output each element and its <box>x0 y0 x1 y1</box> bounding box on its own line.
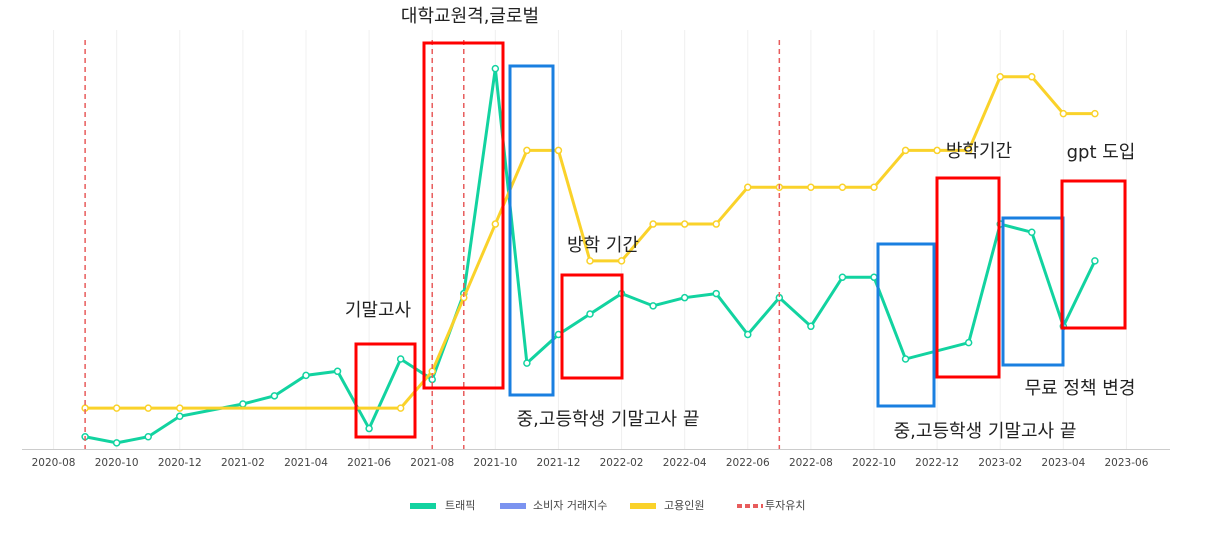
box <box>560 273 624 380</box>
point <box>712 289 720 298</box>
point <box>270 392 279 400</box>
point <box>1028 228 1036 236</box>
x-tick-label: 2021-12 <box>537 457 581 469</box>
annotation-boxes <box>354 41 1127 439</box>
box <box>935 176 1001 379</box>
point <box>176 404 184 412</box>
x-tick-label: 2021-06 <box>347 457 391 469</box>
x-tick-label: 2022-04 <box>663 457 707 469</box>
point <box>144 404 152 412</box>
x-tick-label: 2022-08 <box>789 457 833 469</box>
box <box>1060 179 1127 330</box>
point <box>870 273 878 281</box>
x-tick-label: 2023-02 <box>978 457 1022 469</box>
point <box>680 293 689 302</box>
annotation: 대학교원격,글로벌 <box>401 6 539 27</box>
annotation: 기말고사 <box>345 300 412 321</box>
point <box>523 146 531 155</box>
x-tick-label: 2021-10 <box>473 457 517 469</box>
x-tick-label: 2023-04 <box>1041 457 1085 469</box>
x-tick-label: 2023-06 <box>1105 457 1149 469</box>
legend-label: 소비자 거래지수 <box>533 499 607 512</box>
point <box>617 257 626 265</box>
point <box>586 310 594 318</box>
x-tick-label: 2021-02 <box>221 457 265 469</box>
point <box>901 146 910 155</box>
box <box>876 242 936 408</box>
point <box>964 146 973 155</box>
annotation: 방학기간 <box>946 141 1012 162</box>
point <box>239 400 247 408</box>
x-tick-label: 2022-12 <box>915 457 959 469</box>
legend-swatch <box>630 503 656 509</box>
point <box>964 338 973 347</box>
annotation: 중,고등학생 기말고사 끝 <box>894 421 1077 442</box>
point <box>1059 109 1068 118</box>
point <box>491 220 500 228</box>
point <box>680 220 689 228</box>
x-tick-label: 2022-06 <box>726 457 770 469</box>
point <box>365 424 373 433</box>
point <box>838 273 847 281</box>
point <box>1028 73 1036 81</box>
point <box>554 146 563 155</box>
point <box>176 412 184 421</box>
x-tick-label: 2022-10 <box>852 457 896 469</box>
point <box>523 359 531 367</box>
point <box>807 183 815 191</box>
point <box>838 183 847 191</box>
box <box>422 41 505 390</box>
legend-swatch <box>410 503 436 509</box>
point <box>144 432 152 441</box>
legend-label: 고용인원 <box>664 499 704 512</box>
point <box>744 183 752 191</box>
point <box>996 73 1004 81</box>
point <box>1091 109 1099 118</box>
point <box>933 146 941 155</box>
point <box>649 220 657 228</box>
point <box>396 404 405 412</box>
point <box>112 404 121 412</box>
point <box>807 322 815 331</box>
x-tick-label: 2020-12 <box>158 457 202 469</box>
box <box>354 342 417 439</box>
legend-swatch <box>500 503 526 509</box>
legend-label: 트래픽 <box>445 499 475 512</box>
annotation: gpt 도입 <box>1067 142 1136 163</box>
point <box>302 371 310 380</box>
point <box>396 355 405 363</box>
point <box>586 257 594 265</box>
x-tick-label: 2020-10 <box>95 457 139 469</box>
legend-label: 투자유치 <box>765 499 805 512</box>
point <box>901 355 910 363</box>
x-tick-label: 2021-04 <box>284 457 328 469</box>
x-tick-label: 2022-02 <box>600 457 644 469</box>
x-tick-label: 2021-08 <box>410 457 454 469</box>
box <box>508 64 555 397</box>
annotation: 방학 기간 <box>567 235 639 256</box>
point <box>870 183 878 191</box>
annotation: 무료 정책 변경 <box>1025 378 1136 399</box>
point <box>649 302 657 310</box>
point <box>112 439 121 447</box>
point <box>744 330 752 339</box>
point <box>491 64 500 73</box>
point <box>712 220 720 228</box>
x-tick-label: 2020-08 <box>32 457 76 469</box>
annotation: 중,고등학생 기말고사 끝 <box>517 409 700 430</box>
point <box>333 367 342 376</box>
point <box>1091 257 1099 265</box>
